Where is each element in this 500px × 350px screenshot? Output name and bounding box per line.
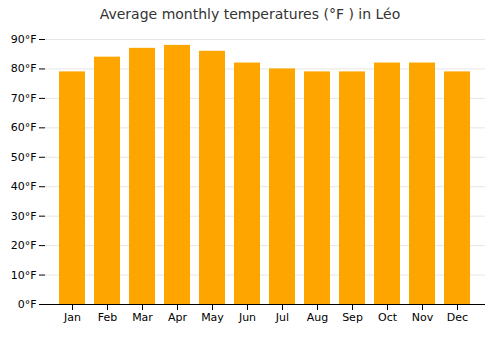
html-text:Average monthly temperatures (: Average monthly temperatures (°F ) in Lé…: [99, 6, 401, 22]
svg-text:Apr: Apr: [168, 311, 188, 324]
svg-text:Feb: Feb: [98, 311, 117, 324]
svg-text:Dec: Dec: [447, 311, 468, 324]
svg-text:80°F: 80°F: [11, 62, 37, 75]
svg-text:May: May: [201, 311, 224, 324]
svg-text:20°F: 20°F: [11, 239, 37, 252]
svg-text:Nov: Nov: [412, 311, 434, 324]
svg-text:Mar: Mar: [132, 311, 153, 324]
svg-text:60°F: 60°F: [11, 121, 37, 134]
svg-text:Oct: Oct: [378, 311, 398, 324]
svg-text:Jan: Jan: [63, 311, 81, 324]
svg-text:30°F: 30°F: [11, 210, 37, 223]
svg-text:90°F: 90°F: [11, 33, 37, 46]
svg-text:Jul: Jul: [275, 311, 289, 324]
svg-text:Jun: Jun: [238, 311, 256, 324]
svg-text:40°F: 40°F: [11, 180, 37, 193]
svg-text:10°F: 10°F: [11, 269, 37, 282]
svg-text:Sep: Sep: [342, 311, 363, 324]
svg-text:Aug: Aug: [307, 311, 328, 324]
svg-text:50°F: 50°F: [11, 151, 37, 164]
svg-text:0°F: 0°F: [18, 298, 37, 311]
svg-text:70°F: 70°F: [11, 92, 37, 105]
